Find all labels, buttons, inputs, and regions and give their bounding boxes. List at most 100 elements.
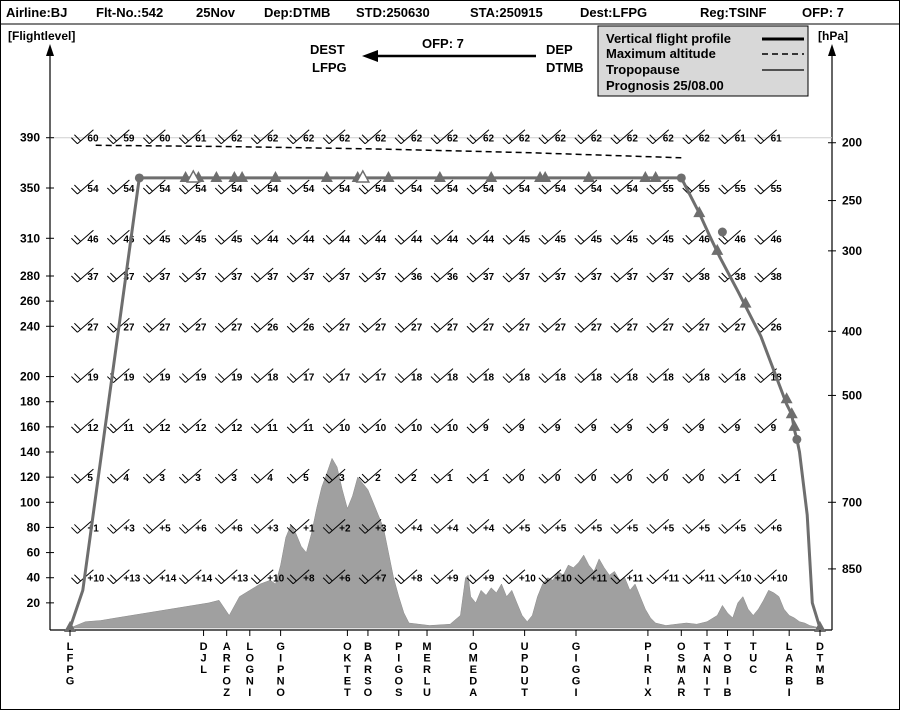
wind-barb-feather	[325, 184, 333, 192]
wind-barb-feather	[289, 423, 297, 431]
wind-barb-cell: 54	[71, 179, 99, 195]
wind-barb-feather	[289, 322, 297, 330]
temperature-label: 45	[555, 234, 567, 245]
wind-barb-staff	[688, 267, 706, 283]
wind-barb-cell: 4	[107, 468, 130, 484]
wind-barb-cell: 44	[322, 229, 351, 245]
wind-barb-feather	[649, 423, 657, 431]
temperature-label: +14	[159, 574, 176, 585]
temperature-label: 3	[159, 473, 165, 484]
wind-barb-cell: +10	[250, 569, 285, 585]
wind-barb-feather	[502, 237, 510, 245]
temperature-label: 37	[375, 272, 387, 283]
wind-barb-feather	[214, 476, 222, 484]
waypoint-labels: L F P G D J L A R F O Z L O G N I G I P N O O K T E T B A R S O P I G O S M E R…	[66, 630, 825, 699]
fl-tick-label: 40	[27, 571, 41, 585]
temperature-label: 45	[231, 234, 243, 245]
wind-barb-feather	[107, 187, 114, 195]
wind-barb-cell: 1	[754, 468, 777, 484]
wind-barb-feather	[178, 426, 186, 434]
wind-barb-staff	[544, 317, 562, 333]
wind-barb-feather	[286, 577, 294, 585]
wind-barb-feather	[181, 473, 189, 481]
temperature-label: 37	[123, 272, 135, 283]
wind-barb-feather	[649, 272, 657, 280]
wind-barb-feather	[649, 373, 657, 380]
temperature-label: +3	[375, 523, 387, 534]
wind-barb-feather	[214, 577, 222, 585]
wind-barb-staff	[292, 368, 310, 383]
wind-barb-feather	[181, 184, 189, 192]
wind-barb-staff	[364, 129, 382, 145]
wind-barb-cell: 54	[142, 179, 171, 195]
wind-barb-feather	[433, 373, 441, 380]
wind-barb-cell: 54	[574, 179, 602, 195]
wind-barb-feather	[433, 423, 441, 431]
wind-barb-cell: 11	[250, 418, 278, 434]
temperature-label: 27	[447, 322, 459, 333]
wind-barb-feather	[541, 423, 549, 431]
wind-barb-staff	[184, 129, 202, 145]
wind-barb-staff	[724, 229, 742, 245]
wind-barb-staff	[113, 179, 130, 195]
wind-barb-feather	[214, 137, 222, 145]
wind-barb-feather	[757, 373, 764, 380]
wind-barb-staff	[616, 267, 634, 283]
temperature-label: +2	[339, 523, 351, 534]
wind-barb-cell: +11	[610, 569, 644, 585]
wind-barb-feather	[217, 423, 225, 431]
wind-barb-staff	[724, 179, 742, 195]
wind-barb-feather	[574, 187, 582, 195]
wind-barb-feather	[502, 376, 510, 383]
temperature-label: 9	[771, 423, 777, 434]
temperature-label: 26	[303, 322, 315, 333]
wind-barb-cell: 36	[430, 267, 459, 283]
wind-barb-cell: 37	[286, 267, 315, 283]
temperature-label: +4	[411, 523, 423, 534]
wind-barb-feather	[178, 237, 186, 245]
wind-barb-cell: 62	[466, 129, 495, 145]
wind-barb-feather	[685, 322, 693, 330]
wind-barb-feather	[322, 325, 330, 333]
wind-barb-cell: 2	[394, 468, 418, 484]
wind-temperature-grid: 60 59 60 61 62 62 62 62 62 62 62 62 62 62 62 62 62 62 61 61…	[71, 129, 788, 585]
wind-barb-feather	[541, 134, 549, 142]
wind-barb-staff	[760, 179, 777, 195]
wind-barb-cell: 46	[71, 229, 99, 245]
wind-barb-cell: 19	[142, 368, 171, 384]
wind-barb-feather	[433, 272, 441, 280]
wind-barb-staff	[436, 317, 454, 333]
wind-barb-cell: 37	[646, 267, 674, 283]
temperature-label: 37	[339, 272, 351, 283]
wind-barb-cell: 59	[107, 129, 135, 145]
wind-barb-feather	[502, 187, 510, 195]
temperature-label: 18	[519, 373, 531, 384]
wind-barb-feather	[574, 325, 582, 333]
wind-barb-feather	[757, 322, 764, 330]
wind-barb-cell: +11	[646, 569, 680, 585]
wind-barb-feather	[214, 527, 222, 534]
wind-barb-cell: +5	[646, 519, 675, 534]
wind-barb-feather	[538, 237, 546, 245]
wind-barb-feather	[577, 134, 585, 142]
wind-barb-cell: 27	[574, 317, 602, 333]
wind-barb-staff	[760, 418, 777, 434]
wind-barb-staff	[292, 267, 310, 283]
wind-barb-feather	[71, 325, 78, 333]
wind-barb-feather	[394, 476, 402, 484]
wind-barb-feather	[217, 322, 225, 330]
temperature-label: 62	[591, 134, 603, 145]
wind-barb-feather	[433, 574, 441, 582]
wind-barb-cell: 54	[107, 179, 135, 195]
wind-barb-feather	[538, 527, 546, 534]
wind-barb-feather	[574, 237, 582, 245]
wind-barb-feather	[505, 473, 513, 481]
wind-barb-cell: 44	[286, 229, 315, 245]
wind-barb-staff	[364, 368, 382, 383]
temperature-label: 0	[663, 473, 669, 484]
wind-barb-staff	[508, 229, 526, 245]
